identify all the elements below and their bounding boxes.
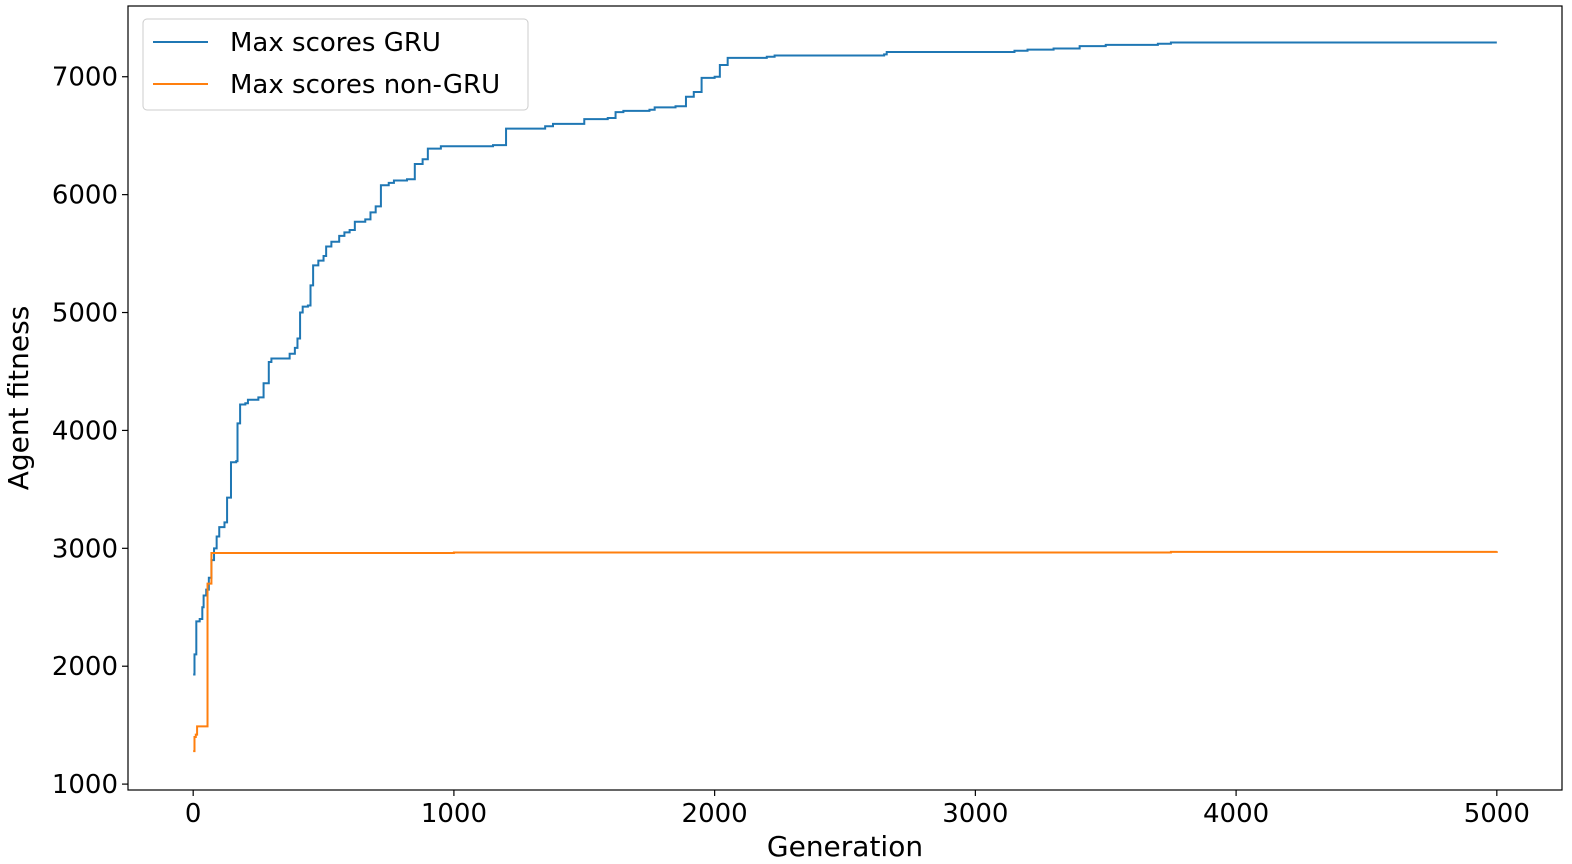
- legend-box: [142, 18, 529, 111]
- x-tick-label: 0: [185, 799, 202, 829]
- y-tick-label: 3000: [52, 534, 118, 564]
- y-axis: 1000 2000 3000 4000 5000 6000 7000: [52, 63, 128, 800]
- legend-label-gru: Max scores GRU: [230, 28, 441, 58]
- y-tick-label: 2000: [52, 652, 118, 682]
- y-tick-label: 6000: [52, 181, 118, 211]
- series-layer: [193, 41, 1498, 753]
- x-axis: 0 1000 2000 3000 4000 5000: [185, 790, 1530, 829]
- x-tick-label: 3000: [942, 799, 1008, 829]
- y-tick-label: 4000: [52, 416, 118, 446]
- legend-label-non-gru: Max scores non-GRU: [230, 70, 500, 100]
- x-tick-label: 5000: [1464, 799, 1530, 829]
- y-axis-label: Agent fitness: [2, 306, 35, 491]
- x-tick-label: 4000: [1203, 799, 1269, 829]
- plot-area: [127, 5, 1563, 791]
- x-tick-label: 2000: [682, 799, 748, 829]
- legend: Max scores GRU Max scores non-GRU: [142, 18, 529, 111]
- series-line-non-gru: [193, 550, 1498, 753]
- x-axis-label: Generation: [767, 830, 923, 863]
- y-tick-label: 7000: [52, 63, 118, 93]
- series-line-gru: [193, 41, 1497, 676]
- y-tick-label: 1000: [52, 770, 118, 800]
- y-tick-label: 5000: [52, 299, 118, 329]
- x-tick-label: 1000: [421, 799, 487, 829]
